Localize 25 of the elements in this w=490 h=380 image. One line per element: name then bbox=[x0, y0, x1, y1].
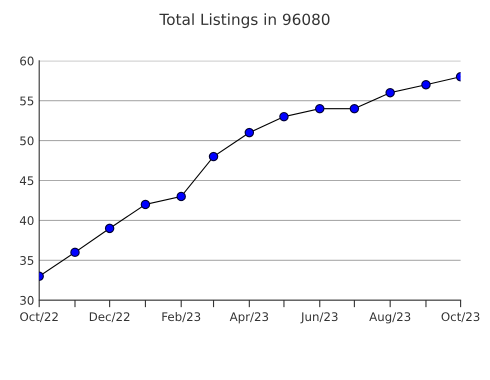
x-tick-label: Feb/23 bbox=[162, 312, 200, 322]
y-tick-label: 35 bbox=[20, 256, 34, 265]
point bbox=[140, 200, 150, 210]
point bbox=[104, 224, 114, 234]
y-tick-label: 30 bbox=[20, 296, 34, 305]
y-tick-label: 55 bbox=[20, 96, 34, 106]
x-tick-label: Jun/23 bbox=[300, 312, 338, 324]
y-tick-label: 60 bbox=[20, 56, 34, 66]
point bbox=[176, 192, 186, 202]
point bbox=[350, 104, 360, 114]
chart-title: Total Listings in 96080 bbox=[159, 13, 330, 28]
point bbox=[70, 248, 80, 258]
x-tick-label: Apr/23 bbox=[230, 312, 268, 324]
point bbox=[244, 128, 254, 138]
y-tick-label: 40 bbox=[20, 216, 34, 226]
point bbox=[279, 112, 289, 122]
y-tick-label: 45 bbox=[20, 176, 34, 186]
x-tick-label: Oct/23 bbox=[442, 312, 480, 322]
y-tick-label: 50 bbox=[20, 136, 34, 146]
x-tick-label: Dec/22 bbox=[90, 312, 130, 322]
x-tick-label: Oct/22 bbox=[20, 312, 58, 322]
x-tick-label: Aug/23 bbox=[369, 312, 410, 324]
point bbox=[385, 88, 395, 98]
point bbox=[315, 104, 324, 114]
point bbox=[208, 152, 218, 162]
